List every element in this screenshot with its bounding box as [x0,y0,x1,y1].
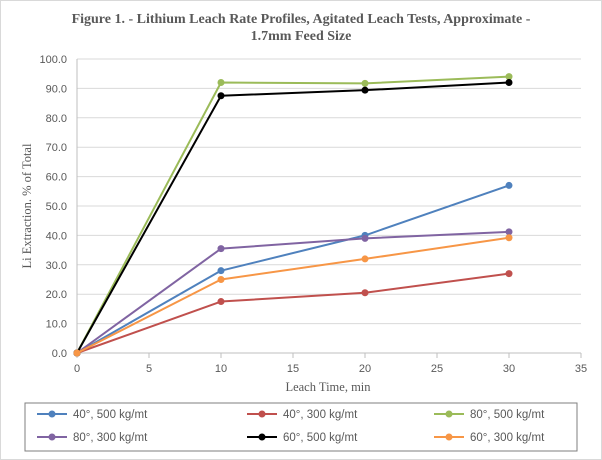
axes: 0.0 10.0 20.0 30.0 40.0 50.0 60.0 70.0 80.0 90.0 1… [39,54,587,375]
gridlines [77,58,581,325]
x-tick-label: 0 [74,363,80,375]
data-point-0 [505,181,513,189]
y-tick-label: 100.0 [39,54,67,66]
y-tick-label: 30.0 [46,260,67,272]
y-tick-label: 40.0 [46,230,67,242]
legend-label: 60°, 300 kg/mt [470,432,545,444]
legend-label: 40°, 500 kg/mt [73,409,148,421]
data-point-5 [505,234,513,242]
x-tick-label: 10 [215,363,227,375]
data-point-3 [217,245,225,253]
data-point-4 [361,86,369,94]
y-tick-label: 90.0 [46,83,67,95]
y-tick-label: 60.0 [46,172,67,184]
data-point-2 [505,73,513,81]
data-point-1 [217,298,225,306]
chart-title-line-1: Figure 1. - Lithium Leach Rate Profiles,… [72,12,531,27]
legend-label: 80°, 300 kg/mt [73,432,148,444]
x-tick-label: 20 [359,363,371,375]
y-tick-label: 50.0 [46,201,67,213]
y-tick-label: 10.0 [46,319,67,331]
legend-marker-1 [258,410,266,418]
legend-marker-4 [258,433,266,441]
y-tick-label: 0.0 [52,348,67,360]
legend: 40°, 500 kg/mt 40°, 300 kg/mt 80°, 500 kg/… [37,409,545,444]
y-axis-title: Li Extraction. % of Total [20,143,34,268]
x-tick-label: 15 [287,363,299,375]
x-tick-label: 30 [503,363,515,375]
legend-marker-3 [48,433,56,441]
x-axis-title: Leach Time, min [285,380,371,394]
series-line-0 [76,184,510,354]
legend-marker-2 [445,410,453,418]
series-lines [73,73,513,357]
y-tick-label: 70.0 [46,142,67,154]
data-point-2 [217,79,225,87]
data-point-1 [361,289,369,297]
legend-label: 40°, 300 kg/mt [283,409,358,421]
x-tick-label: 25 [431,363,443,375]
legend-box [24,402,578,452]
legend-label: 60°, 500 kg/mt [283,432,358,444]
series-line-4 [76,81,510,354]
data-point-5 [73,349,81,357]
x-tick-label: 35 [575,363,587,375]
data-point-5 [361,255,369,263]
data-point-1 [505,270,513,278]
y-tick-label: 20.0 [46,289,67,301]
chart-title-line-2: 1.7mm Feed Size [251,29,352,44]
series-line-3 [76,230,510,354]
x-tick-label: 5 [146,363,152,375]
series-line-5 [76,236,510,354]
data-point-4 [217,92,225,100]
y-tick-label: 80.0 [46,113,67,125]
legend-label: 80°, 500 kg/mt [470,409,545,421]
series-line-1 [76,272,510,354]
series-line-2 [76,75,510,354]
data-point-2 [361,79,369,87]
data-point-4 [505,79,513,87]
legend-marker-5 [445,433,453,441]
data-point-3 [361,234,369,242]
data-point-5 [217,276,225,283]
data-point-0 [217,267,225,275]
data-point-3 [505,228,513,236]
legend-marker-0 [48,410,56,418]
